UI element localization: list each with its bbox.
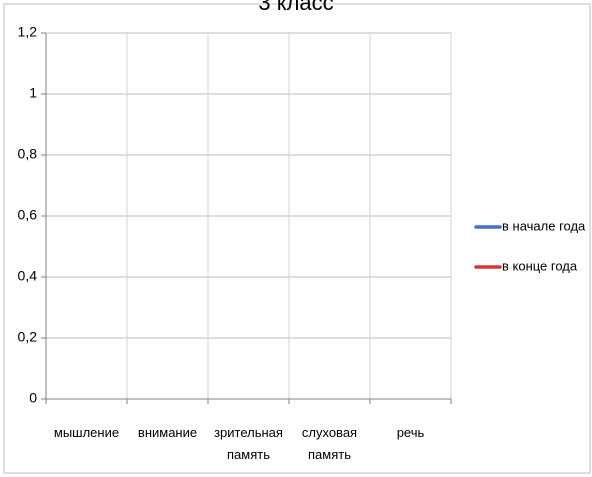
y-tick-label: 0: [29, 390, 37, 406]
y-tick-label: 0,2: [18, 329, 38, 345]
axes: [41, 32, 452, 404]
x-tick-label: внимание: [138, 425, 197, 440]
chart-frame: [3, 3, 591, 474]
y-tick-label: 0,4: [18, 268, 38, 284]
x-tick-label: мышление: [54, 425, 119, 440]
legend-label: в конце года: [502, 258, 578, 273]
x-tick-label: речь: [397, 425, 425, 440]
legend-label: в начале года: [502, 218, 586, 233]
y-axis-ticks: 0 0,2 0,4 0,6 0,8 1 1,2: [18, 24, 38, 406]
chart-title: 3 класс: [258, 0, 333, 15]
x-tick-label: зрительная память: [214, 425, 283, 462]
gridlines: [46, 32, 452, 399]
x-axis-ticks: мышление внимание зрительная память слуховая…: [54, 425, 425, 462]
x-tick-label: слуховая память: [302, 425, 357, 462]
legend: в начале года в конце года: [474, 218, 586, 273]
y-tick-label: 1: [29, 85, 37, 101]
y-tick-label: 0,6: [18, 207, 38, 223]
y-tick-label: 1,2: [18, 24, 38, 40]
y-tick-label: 0,8: [18, 146, 38, 162]
